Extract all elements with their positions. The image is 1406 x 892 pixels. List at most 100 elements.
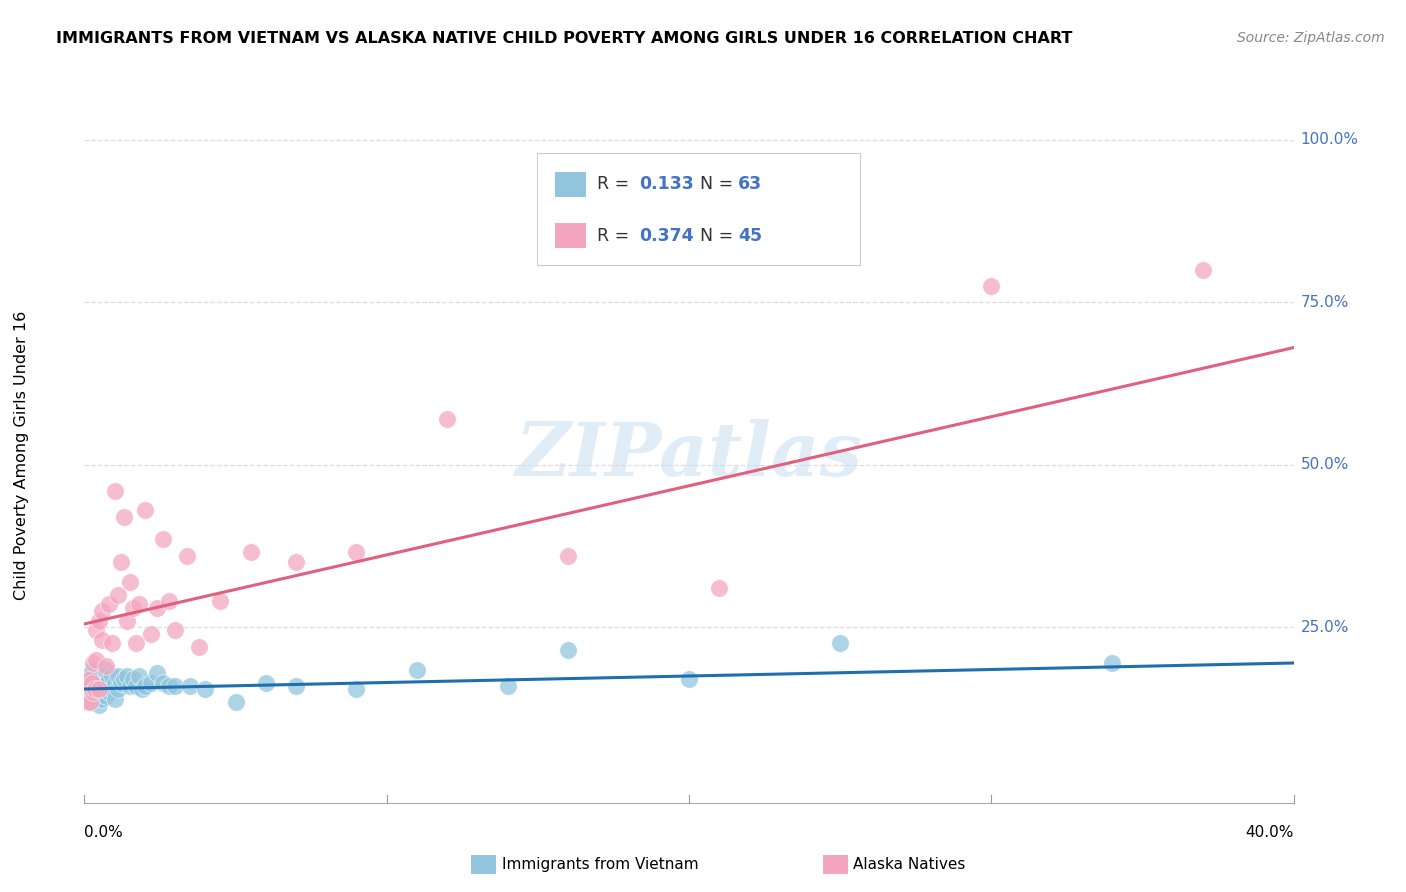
Point: [1101, 656, 1123, 670]
Point: [125, 636, 148, 650]
Point: [139, 626, 162, 640]
Point: [89, 685, 111, 699]
Point: [89, 614, 111, 628]
Point: [134, 503, 156, 517]
Text: 75.0%: 75.0%: [1301, 294, 1348, 310]
Point: [82, 656, 104, 670]
Point: [346, 545, 368, 559]
Point: [79, 681, 101, 696]
Point: [76, 679, 98, 693]
Point: [176, 549, 198, 563]
Point: [678, 672, 700, 686]
Point: [152, 675, 174, 690]
Point: [157, 594, 180, 608]
Point: [84, 681, 107, 696]
Point: [115, 614, 138, 628]
Point: [496, 679, 519, 693]
Point: [86, 679, 108, 693]
Point: [131, 681, 153, 696]
Point: [112, 672, 135, 686]
Point: [82, 691, 104, 706]
Point: [89, 672, 111, 686]
Point: [77, 679, 100, 693]
Point: [77, 695, 100, 709]
Point: [76, 689, 98, 703]
Point: [107, 669, 129, 683]
Point: [82, 672, 104, 686]
Point: [100, 681, 122, 696]
Point: [121, 600, 143, 615]
Text: ZIPatlas: ZIPatlas: [516, 418, 862, 491]
Point: [94, 675, 117, 690]
Point: [97, 598, 120, 612]
Point: [79, 669, 101, 683]
Point: [179, 679, 201, 693]
Point: [91, 604, 114, 618]
Point: [104, 675, 127, 690]
Point: [104, 691, 127, 706]
Point: [209, 594, 232, 608]
Point: [146, 600, 169, 615]
Text: Immigrants from Vietnam: Immigrants from Vietnam: [502, 857, 699, 871]
Point: [89, 681, 111, 696]
Text: R =: R =: [598, 227, 636, 244]
Text: 63: 63: [738, 176, 762, 194]
Point: [87, 669, 110, 683]
Point: [709, 581, 731, 595]
Point: [121, 672, 143, 686]
Text: 100.0%: 100.0%: [1301, 132, 1358, 147]
Text: 45: 45: [738, 227, 762, 244]
Point: [91, 633, 114, 648]
Text: N =: N =: [700, 176, 738, 194]
Text: N =: N =: [700, 227, 738, 244]
Point: [125, 679, 148, 693]
Point: [76, 695, 98, 709]
Point: [86, 653, 108, 667]
Point: [86, 624, 108, 638]
Point: [80, 663, 103, 677]
Point: [254, 675, 277, 690]
Point: [91, 669, 114, 683]
Point: [89, 698, 111, 713]
Point: [110, 555, 132, 569]
Point: [115, 669, 138, 683]
Point: [436, 412, 458, 426]
Point: [82, 681, 104, 696]
Point: [118, 574, 141, 589]
Point: [91, 681, 114, 696]
Text: 0.374: 0.374: [640, 227, 695, 244]
Point: [225, 695, 247, 709]
Point: [80, 675, 103, 690]
Point: [82, 663, 104, 677]
Point: [163, 679, 186, 693]
Point: [75, 681, 97, 696]
Point: [139, 675, 162, 690]
Point: [84, 675, 107, 690]
Text: Child Poverty Among Girls Under 16: Child Poverty Among Girls Under 16: [14, 310, 28, 599]
Point: [87, 681, 110, 696]
Text: 25.0%: 25.0%: [1301, 620, 1348, 635]
Point: [152, 533, 174, 547]
Point: [107, 588, 129, 602]
Point: [163, 624, 186, 638]
Point: [284, 555, 308, 569]
Point: [118, 679, 141, 693]
Point: [79, 672, 101, 686]
Point: [112, 509, 135, 524]
Point: [75, 681, 97, 696]
Point: [239, 545, 262, 559]
Text: R =: R =: [598, 176, 636, 194]
Point: [94, 689, 117, 703]
Point: [128, 669, 150, 683]
Text: 0.133: 0.133: [640, 176, 695, 194]
Point: [79, 695, 101, 709]
Point: [110, 675, 132, 690]
Text: 40.0%: 40.0%: [1246, 825, 1294, 840]
Point: [830, 636, 852, 650]
Point: [188, 640, 211, 654]
Text: 50.0%: 50.0%: [1301, 458, 1348, 472]
Point: [77, 672, 100, 686]
Point: [346, 681, 368, 696]
Text: Alaska Natives: Alaska Natives: [853, 857, 966, 871]
Point: [157, 679, 180, 693]
